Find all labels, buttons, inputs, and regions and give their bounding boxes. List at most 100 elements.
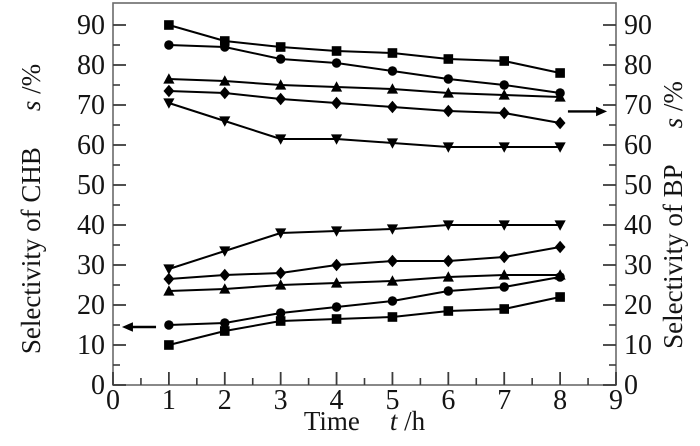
series-line-bp-square: [168, 24, 561, 74]
left-tick-label: 10: [77, 330, 105, 361]
diamond-marker: [387, 254, 398, 268]
diamond-marker: [498, 106, 510, 120]
square-marker: [219, 36, 230, 46]
left-axis-unit: /%: [16, 63, 46, 101]
triangle-up-marker: [442, 271, 454, 282]
diamond-marker: [331, 96, 342, 110]
series-line-bp-triangle-up: [168, 78, 561, 98]
diamond-marker: [498, 250, 510, 264]
triangle-down-marker: [498, 220, 510, 231]
x-tick-label: 9: [609, 385, 623, 416]
square-marker: [219, 326, 230, 336]
right-axis-title: Selectivity of BP s /%: [656, 5, 690, 425]
square-marker: [443, 54, 454, 64]
x-tick-label: 4: [330, 385, 344, 416]
circle-marker: [275, 308, 286, 318]
x-tick-label: 2: [218, 385, 232, 416]
x-tick-label: 5: [385, 385, 399, 416]
triangle-up-marker: [163, 285, 175, 296]
square-marker: [555, 68, 565, 78]
triangle-down-marker: [498, 142, 510, 153]
circle-marker: [443, 286, 454, 296]
circle-marker: [387, 66, 398, 76]
square-marker: [275, 316, 286, 326]
left-tick-label: 70: [77, 90, 105, 121]
square-marker: [499, 56, 510, 66]
right-tick-label: 20: [624, 290, 652, 321]
triangle-up-marker: [330, 277, 343, 288]
circle-marker: [275, 54, 286, 64]
series-line-chb-triangle-down: [168, 224, 561, 270]
square-marker: [387, 48, 398, 58]
right-tick-label: 60: [624, 130, 652, 161]
bp-reads-right-axis-arrow-head: [596, 106, 608, 117]
triangle-down-marker: [386, 224, 399, 235]
triangle-up-marker: [330, 81, 343, 92]
diamond-marker: [163, 84, 175, 98]
triangle-down-marker: [163, 264, 175, 275]
circle-marker: [443, 74, 454, 84]
x-axis-symbol: t: [389, 406, 398, 436]
circle-marker: [220, 42, 230, 52]
x-tick-label: 1: [162, 385, 176, 416]
triangle-up-marker: [219, 283, 231, 294]
square-marker: [331, 314, 342, 324]
triangle-down-marker: [554, 220, 566, 231]
x-tick-label: 7: [497, 385, 511, 416]
left-axis-title-text: Selectivity of CHB: [16, 147, 46, 355]
triangle-down-marker: [554, 142, 566, 153]
circle-marker: [555, 272, 565, 282]
x-tick-label: 3: [274, 385, 288, 416]
square-marker: [387, 312, 398, 322]
circle-marker: [387, 296, 398, 306]
circle-marker: [331, 58, 342, 68]
triangle-down-marker: [219, 246, 231, 257]
left-axis-symbol: s: [16, 100, 46, 112]
diamond-marker: [387, 100, 398, 114]
triangle-down-marker: [442, 142, 454, 153]
right-axis-symbol: s: [658, 117, 688, 129]
triangle-up-marker: [498, 89, 510, 100]
square-marker: [275, 42, 286, 52]
left-tick-label: 80: [77, 50, 105, 81]
series-line-bp-circle: [168, 44, 561, 94]
triangle-up-marker: [219, 75, 231, 86]
right-tick-label: 80: [624, 50, 652, 81]
left-tick-label: 40: [77, 210, 105, 241]
circle-marker: [331, 302, 342, 312]
right-tick-label: 90: [624, 10, 652, 41]
triangle-up-marker: [386, 83, 399, 94]
series-line-bp-triangle-down: [168, 102, 561, 148]
series-line-bp-diamond: [168, 90, 561, 124]
square-marker: [164, 340, 174, 350]
right-tick-label: 70: [624, 90, 652, 121]
right-axis-unit: /%: [658, 81, 688, 118]
triangle-up-marker: [275, 79, 287, 90]
left-tick-label: 0: [91, 370, 105, 401]
diamond-marker: [554, 116, 566, 130]
x-axis-title-text: Time: [303, 406, 360, 436]
square-marker: [443, 306, 454, 316]
diamond-marker: [331, 258, 342, 272]
left-tick-label: 30: [77, 250, 105, 281]
left-tick-label: 60: [77, 130, 105, 161]
circle-marker: [220, 318, 230, 328]
right-tick-label: 10: [624, 330, 652, 361]
square-marker: [555, 292, 565, 302]
triangle-down-marker: [163, 98, 175, 109]
square-marker: [331, 46, 342, 56]
diamond-marker: [219, 86, 231, 100]
left-tick-label: 20: [77, 290, 105, 321]
triangle-down-marker: [219, 116, 231, 127]
triangle-down-marker: [275, 228, 287, 239]
left-tick-label: 50: [77, 170, 105, 201]
plot-frame: [112, 2, 617, 386]
circle-marker: [164, 40, 174, 50]
x-axis-unit: /h: [397, 406, 426, 436]
triangle-down-marker: [275, 134, 287, 145]
right-tick-label: 0: [624, 370, 638, 401]
triangle-up-marker: [386, 275, 399, 286]
triangle-up-marker: [163, 73, 175, 84]
triangle-up-marker: [554, 91, 566, 102]
